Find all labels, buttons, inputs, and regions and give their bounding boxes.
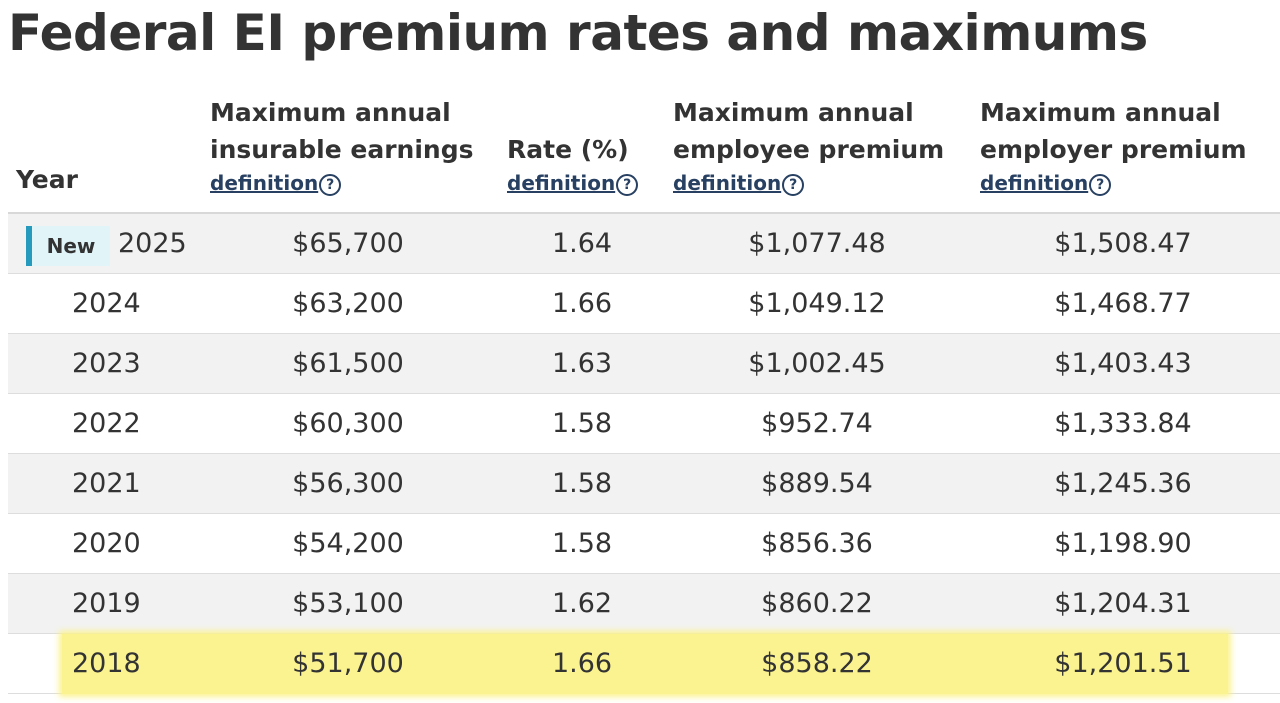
- cell-earnings: $63,200: [292, 288, 404, 319]
- cell-year: 2022: [72, 408, 141, 439]
- cell-earnings: $54,200: [292, 528, 404, 559]
- table-row-2022: 2022 $60,300 1.58 $952.74 $1,333.84: [8, 394, 1280, 454]
- page-title: Federal EI premium rates and maximums: [8, 4, 1148, 62]
- header-rate-label: Rate (%): [507, 135, 629, 164]
- cell-earnings: $60,300: [292, 408, 404, 439]
- cell-employer-premium: $1,198.90: [1054, 528, 1192, 559]
- cell-year: 2020: [72, 528, 141, 559]
- header-max-insurable-earnings: Maximum annual insurable earnings defini…: [210, 94, 473, 198]
- ei-rates-table: Year Maximum annual insurable earnings d…: [8, 86, 1280, 694]
- cell-employee-premium: $860.22: [761, 588, 873, 619]
- cell-rate: 1.58: [551, 408, 613, 439]
- cell-employer-premium: $1,403.43: [1054, 348, 1192, 379]
- cell-year: 2021: [72, 468, 141, 499]
- cell-employer-premium: $1,333.84: [1054, 408, 1192, 439]
- header-max-employer-premium: Maximum annual employer premium definiti…: [980, 94, 1247, 198]
- cell-employer-premium: $1,508.47: [1054, 228, 1192, 259]
- cell-rate: 1.66: [551, 648, 613, 679]
- cell-rate: 1.64: [551, 228, 613, 259]
- cell-earnings: $61,500: [292, 348, 404, 379]
- header-employee-label-2: employee premium: [673, 135, 945, 164]
- table-row-2024: 2024 $63,200 1.66 $1,049.12 $1,468.77: [8, 274, 1280, 334]
- table-row-2023: 2023 $61,500 1.63 $1,002.45 $1,403.43: [8, 334, 1280, 394]
- cell-rate: 1.66: [551, 288, 613, 319]
- cell-rate: 1.62: [551, 588, 613, 619]
- cell-year: 2025: [118, 228, 187, 259]
- cell-earnings: $53,100: [292, 588, 404, 619]
- header-employee-label-1: Maximum annual: [673, 98, 914, 127]
- header-rate: Rate (%) definition?: [507, 131, 639, 198]
- cell-earnings: $56,300: [292, 468, 404, 499]
- new-badge: New: [26, 226, 110, 266]
- table-row-2019: 2019 $53,100 1.62 $860.22 $1,204.31: [8, 574, 1280, 634]
- header-year-label: Year: [16, 165, 78, 194]
- header-year: Year: [16, 161, 78, 198]
- definition-link-employee[interactable]: definition?: [673, 168, 944, 198]
- cell-year: 2023: [72, 348, 141, 379]
- table-header: Year Maximum annual insurable earnings d…: [8, 86, 1280, 214]
- cell-earnings: $65,700: [292, 228, 404, 259]
- cell-employee-premium: $856.36: [761, 528, 873, 559]
- question-circle-icon: ?: [319, 174, 342, 196]
- definition-link-employer[interactable]: definition?: [980, 168, 1247, 198]
- cell-employee-premium: $858.22: [761, 648, 873, 679]
- question-circle-icon: ?: [782, 174, 805, 196]
- definition-link-text: definition: [210, 171, 319, 195]
- definition-link-earnings[interactable]: definition?: [210, 168, 473, 198]
- cell-rate: 1.63: [551, 348, 613, 379]
- cell-employer-premium: $1,468.77: [1054, 288, 1192, 319]
- table-row-2018-highlighted: 2018 $51,700 1.66 $858.22 $1,201.51: [8, 634, 1280, 694]
- cell-employee-premium: $1,049.12: [748, 288, 886, 319]
- cell-employee-premium: $1,002.45: [748, 348, 886, 379]
- table-row-2021: 2021 $56,300 1.58 $889.54 $1,245.36: [8, 454, 1280, 514]
- cell-year: 2018: [72, 648, 141, 679]
- definition-link-rate[interactable]: definition?: [507, 168, 639, 198]
- cell-employee-premium: $889.54: [761, 468, 873, 499]
- header-earnings-label-1: Maximum annual: [210, 98, 451, 127]
- table-row-2025: New 2025 $65,700 1.64 $1,077.48 $1,508.4…: [8, 214, 1280, 274]
- cell-employer-premium: $1,245.36: [1054, 468, 1192, 499]
- header-max-employee-premium: Maximum annual employee premium definiti…: [673, 94, 944, 198]
- cell-year: 2024: [72, 288, 141, 319]
- header-employer-label-1: Maximum annual: [980, 98, 1221, 127]
- cell-employer-premium: $1,204.31: [1054, 588, 1192, 619]
- cell-employer-premium: $1,201.51: [1054, 648, 1192, 679]
- cell-earnings: $51,700: [292, 648, 404, 679]
- header-earnings-label-2: insurable earnings: [210, 135, 474, 164]
- question-circle-icon: ?: [1089, 174, 1112, 196]
- definition-link-text: definition: [507, 171, 616, 195]
- question-circle-icon: ?: [616, 174, 639, 196]
- cell-employee-premium: $1,077.48: [748, 228, 886, 259]
- cell-year: 2019: [72, 588, 141, 619]
- definition-link-text: definition: [673, 171, 782, 195]
- table-row-2020: 2020 $54,200 1.58 $856.36 $1,198.90: [8, 514, 1280, 574]
- header-employer-label-2: employer premium: [980, 135, 1247, 164]
- cell-rate: 1.58: [551, 528, 613, 559]
- cell-employee-premium: $952.74: [761, 408, 873, 439]
- cell-rate: 1.58: [551, 468, 613, 499]
- definition-link-text: definition: [980, 171, 1089, 195]
